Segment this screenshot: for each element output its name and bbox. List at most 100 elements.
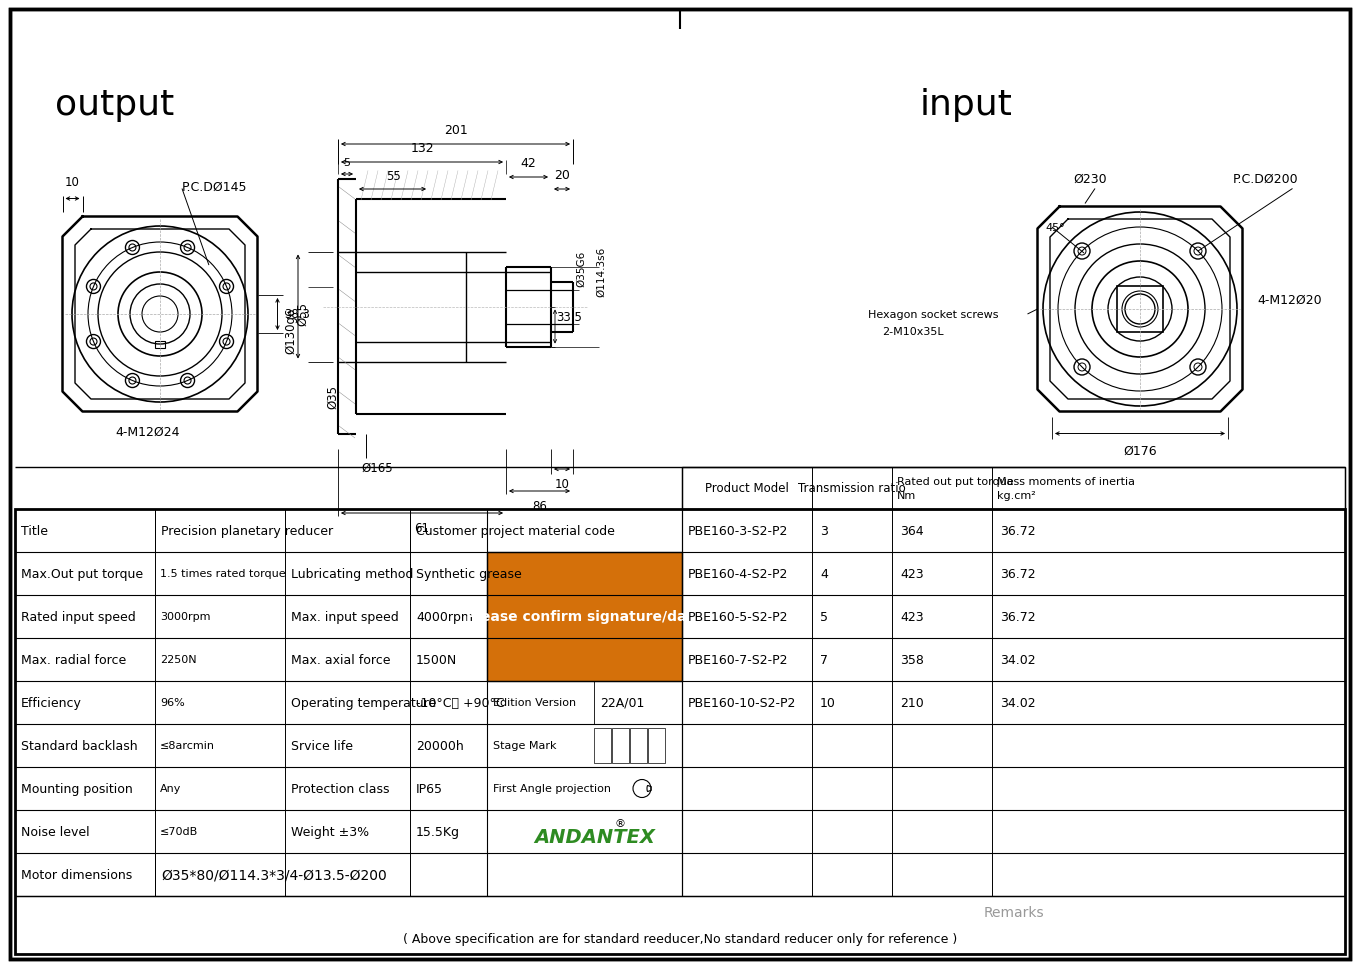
Text: 5: 5 [344,158,351,168]
Text: 2-M10x35L: 2-M10x35L [883,327,944,336]
Text: Ø35*80/Ø114.3*3/4-Ø13.5-Ø200: Ø35*80/Ø114.3*3/4-Ø13.5-Ø200 [160,867,386,882]
Text: Mounting position: Mounting position [20,782,133,796]
Text: Title: Title [20,524,48,538]
Text: Stage Mark: Stage Mark [494,740,556,751]
Text: 22A/01: 22A/01 [600,697,645,709]
Text: 10: 10 [555,478,570,490]
Text: Ø35G6: Ø35G6 [577,251,586,287]
Text: 36.72: 36.72 [1000,610,1035,623]
Text: Standard backlash: Standard backlash [20,739,137,752]
Text: 4-M12Ø20: 4-M12Ø20 [1258,294,1322,306]
Text: Ø35: Ø35 [326,385,340,409]
Text: Nm: Nm [898,490,917,500]
Text: 132: 132 [411,141,434,155]
Text: Max.Out put torque: Max.Out put torque [20,568,143,580]
Text: Rated input speed: Rated input speed [20,610,136,623]
Text: 423: 423 [900,610,923,623]
Text: 358: 358 [900,653,923,667]
Text: Edition Version: Edition Version [494,698,577,707]
Bar [612,729,630,764]
Text: 34.02: 34.02 [1000,697,1035,709]
Text: 4-M12Ø24: 4-M12Ø24 [116,425,180,439]
Text: output: output [54,88,174,122]
Text: Max. axial force: Max. axial force [291,653,390,667]
Text: 364: 364 [900,524,923,538]
Text: 33.5: 33.5 [556,311,582,324]
Text: Please confirm signature/date: Please confirm signature/date [466,610,703,624]
Text: 20000h: 20000h [416,739,464,752]
Text: ≤70dB: ≤70dB [160,827,199,836]
Text: 210: 210 [900,697,923,709]
Text: Any: Any [160,784,181,794]
Text: Motor dimensions: Motor dimensions [20,868,132,881]
Text: Mass moments of inertia: Mass moments of inertia [997,477,1136,486]
Text: 4: 4 [820,568,828,580]
Text: ®: ® [613,819,626,828]
Text: 45°: 45° [1044,223,1065,233]
Bar [15,510,1345,954]
Text: 15.5Kg: 15.5Kg [416,826,460,838]
Text: 5: 5 [820,610,828,623]
Text: P.C.DØ145: P.C.DØ145 [182,181,248,194]
Text: Precision planetary reducer: Precision planetary reducer [160,524,333,538]
Text: Hexagon socket screws: Hexagon socket screws [868,310,998,320]
Text: Rated out put torque: Rated out put torque [898,477,1013,486]
Text: 34.02: 34.02 [1000,653,1035,667]
Text: Ø165: Ø165 [360,461,393,475]
Text: ( Above specification are for standard reeducer,No standard reducer only for ref: ( Above specification are for standard r… [403,932,957,946]
Text: Ø176: Ø176 [1123,444,1157,457]
Bar [681,467,1345,510]
Text: 3000rpm: 3000rpm [160,611,211,622]
Text: 10: 10 [65,176,80,189]
Text: 1500N: 1500N [416,653,457,667]
Text: ANDANTEX: ANDANTEX [534,828,656,846]
Text: PBE160-3-S2-P2: PBE160-3-S2-P2 [688,524,789,538]
Text: 2250N: 2250N [160,655,197,665]
Text: PBE160-4-S2-P2: PBE160-4-S2-P2 [688,568,789,580]
Text: Max. radial force: Max. radial force [20,653,126,667]
Text: PBE160-7-S2-P2: PBE160-7-S2-P2 [688,653,789,667]
Text: Transmission ratio: Transmission ratio [798,482,906,495]
Text: input: input [919,88,1013,122]
Bar [487,552,681,681]
Text: -10°C～ +90°C: -10°C～ +90°C [416,697,505,709]
Text: Ø130g6: Ø130g6 [284,307,298,354]
Bar [594,729,611,764]
Text: Noise level: Noise level [20,826,90,838]
Text: Protection class: Protection class [291,782,389,796]
Text: Efficiency: Efficiency [20,697,82,709]
Text: Ø114.3s6: Ø114.3s6 [596,247,607,297]
Text: Remarks: Remarks [983,905,1044,919]
Bar [155,342,165,349]
Text: 86: 86 [532,499,547,513]
Text: Max. input speed: Max. input speed [291,610,398,623]
Text: Operating temperature: Operating temperature [291,697,437,709]
Text: 38.3: 38.3 [284,308,310,321]
Text: PBE160-5-S2-P2: PBE160-5-S2-P2 [688,610,789,623]
Text: 61: 61 [415,521,430,535]
Text: 36.72: 36.72 [1000,568,1035,580]
Text: 42: 42 [521,157,536,170]
Text: Synthetic grease: Synthetic grease [416,568,522,580]
Text: 96%: 96% [160,698,185,707]
Text: 36.72: 36.72 [1000,524,1035,538]
Text: Lubricating method: Lubricating method [291,568,413,580]
Text: Ø55: Ø55 [296,302,310,327]
Text: 7: 7 [820,653,828,667]
Text: Customer project material code: Customer project material code [416,524,615,538]
Text: IP65: IP65 [416,782,443,796]
Text: Weight ±3%: Weight ±3% [291,826,369,838]
Text: Ø230: Ø230 [1073,172,1107,185]
Text: 1.5 times rated torque: 1.5 times rated torque [160,569,286,578]
Text: PBE160-10-S2-P2: PBE160-10-S2-P2 [688,697,797,709]
Text: ≤8arcmin: ≤8arcmin [160,740,215,751]
Bar [1117,287,1163,332]
Text: Product Model: Product Model [704,482,789,495]
Text: 10: 10 [820,697,836,709]
Text: 4000rpm: 4000rpm [416,610,473,623]
Text: P.C.DØ200: P.C.DØ200 [1232,172,1299,185]
Text: 3: 3 [820,524,828,538]
Text: 201: 201 [443,124,468,137]
Bar [649,729,665,764]
Text: Srvice life: Srvice life [291,739,354,752]
